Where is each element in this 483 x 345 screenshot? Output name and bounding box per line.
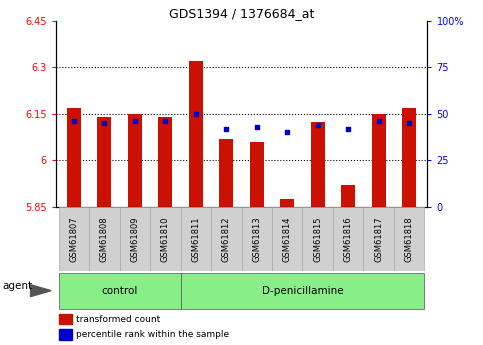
Text: GSM61815: GSM61815 xyxy=(313,216,322,262)
Bar xyxy=(211,207,242,271)
Bar xyxy=(58,207,89,271)
Text: control: control xyxy=(101,286,138,296)
Bar xyxy=(181,207,211,271)
Bar xyxy=(302,207,333,271)
Bar xyxy=(181,273,425,308)
Bar xyxy=(402,108,416,207)
Bar xyxy=(394,207,425,271)
Bar xyxy=(59,329,72,340)
Text: transformed count: transformed count xyxy=(76,315,160,324)
Text: GSM61816: GSM61816 xyxy=(344,216,353,262)
Point xyxy=(405,120,413,126)
Point xyxy=(131,119,139,124)
Text: GSM61817: GSM61817 xyxy=(374,216,383,262)
Point xyxy=(100,120,108,126)
Bar xyxy=(311,122,325,207)
Point xyxy=(70,119,78,124)
Text: GSM61814: GSM61814 xyxy=(283,216,292,262)
Text: GSM61811: GSM61811 xyxy=(191,216,200,262)
Bar xyxy=(280,199,294,207)
Bar xyxy=(250,142,264,207)
Bar xyxy=(242,207,272,271)
Bar xyxy=(219,139,233,207)
Text: GSM61812: GSM61812 xyxy=(222,216,231,262)
Text: GSM61813: GSM61813 xyxy=(252,216,261,262)
Bar xyxy=(363,207,394,271)
Polygon shape xyxy=(30,285,51,297)
Bar xyxy=(150,207,181,271)
Text: GSM61808: GSM61808 xyxy=(100,216,109,262)
Bar xyxy=(67,108,81,207)
Text: percentile rank within the sample: percentile rank within the sample xyxy=(76,330,229,339)
Bar xyxy=(89,207,120,271)
Point xyxy=(375,119,383,124)
Text: D-penicillamine: D-penicillamine xyxy=(262,286,343,296)
Text: GSM61818: GSM61818 xyxy=(405,216,413,262)
Point xyxy=(222,126,230,131)
Point xyxy=(192,111,199,117)
Bar xyxy=(128,114,142,207)
Bar xyxy=(333,207,363,271)
Point xyxy=(284,130,291,135)
Text: GSM61807: GSM61807 xyxy=(70,216,78,262)
Point xyxy=(344,126,352,131)
Point xyxy=(161,119,169,124)
Bar xyxy=(59,314,72,324)
Bar xyxy=(272,207,302,271)
Bar xyxy=(58,273,181,308)
Text: GSM61809: GSM61809 xyxy=(130,216,139,262)
Point xyxy=(253,124,261,130)
Bar xyxy=(189,61,203,207)
Text: GSM61810: GSM61810 xyxy=(161,216,170,262)
Bar xyxy=(341,185,355,207)
Bar xyxy=(372,114,385,207)
Text: agent: agent xyxy=(3,281,33,291)
Bar xyxy=(120,207,150,271)
Bar xyxy=(98,117,111,207)
Point xyxy=(314,122,322,128)
Title: GDS1394 / 1376684_at: GDS1394 / 1376684_at xyxy=(169,7,314,20)
Bar xyxy=(158,117,172,207)
